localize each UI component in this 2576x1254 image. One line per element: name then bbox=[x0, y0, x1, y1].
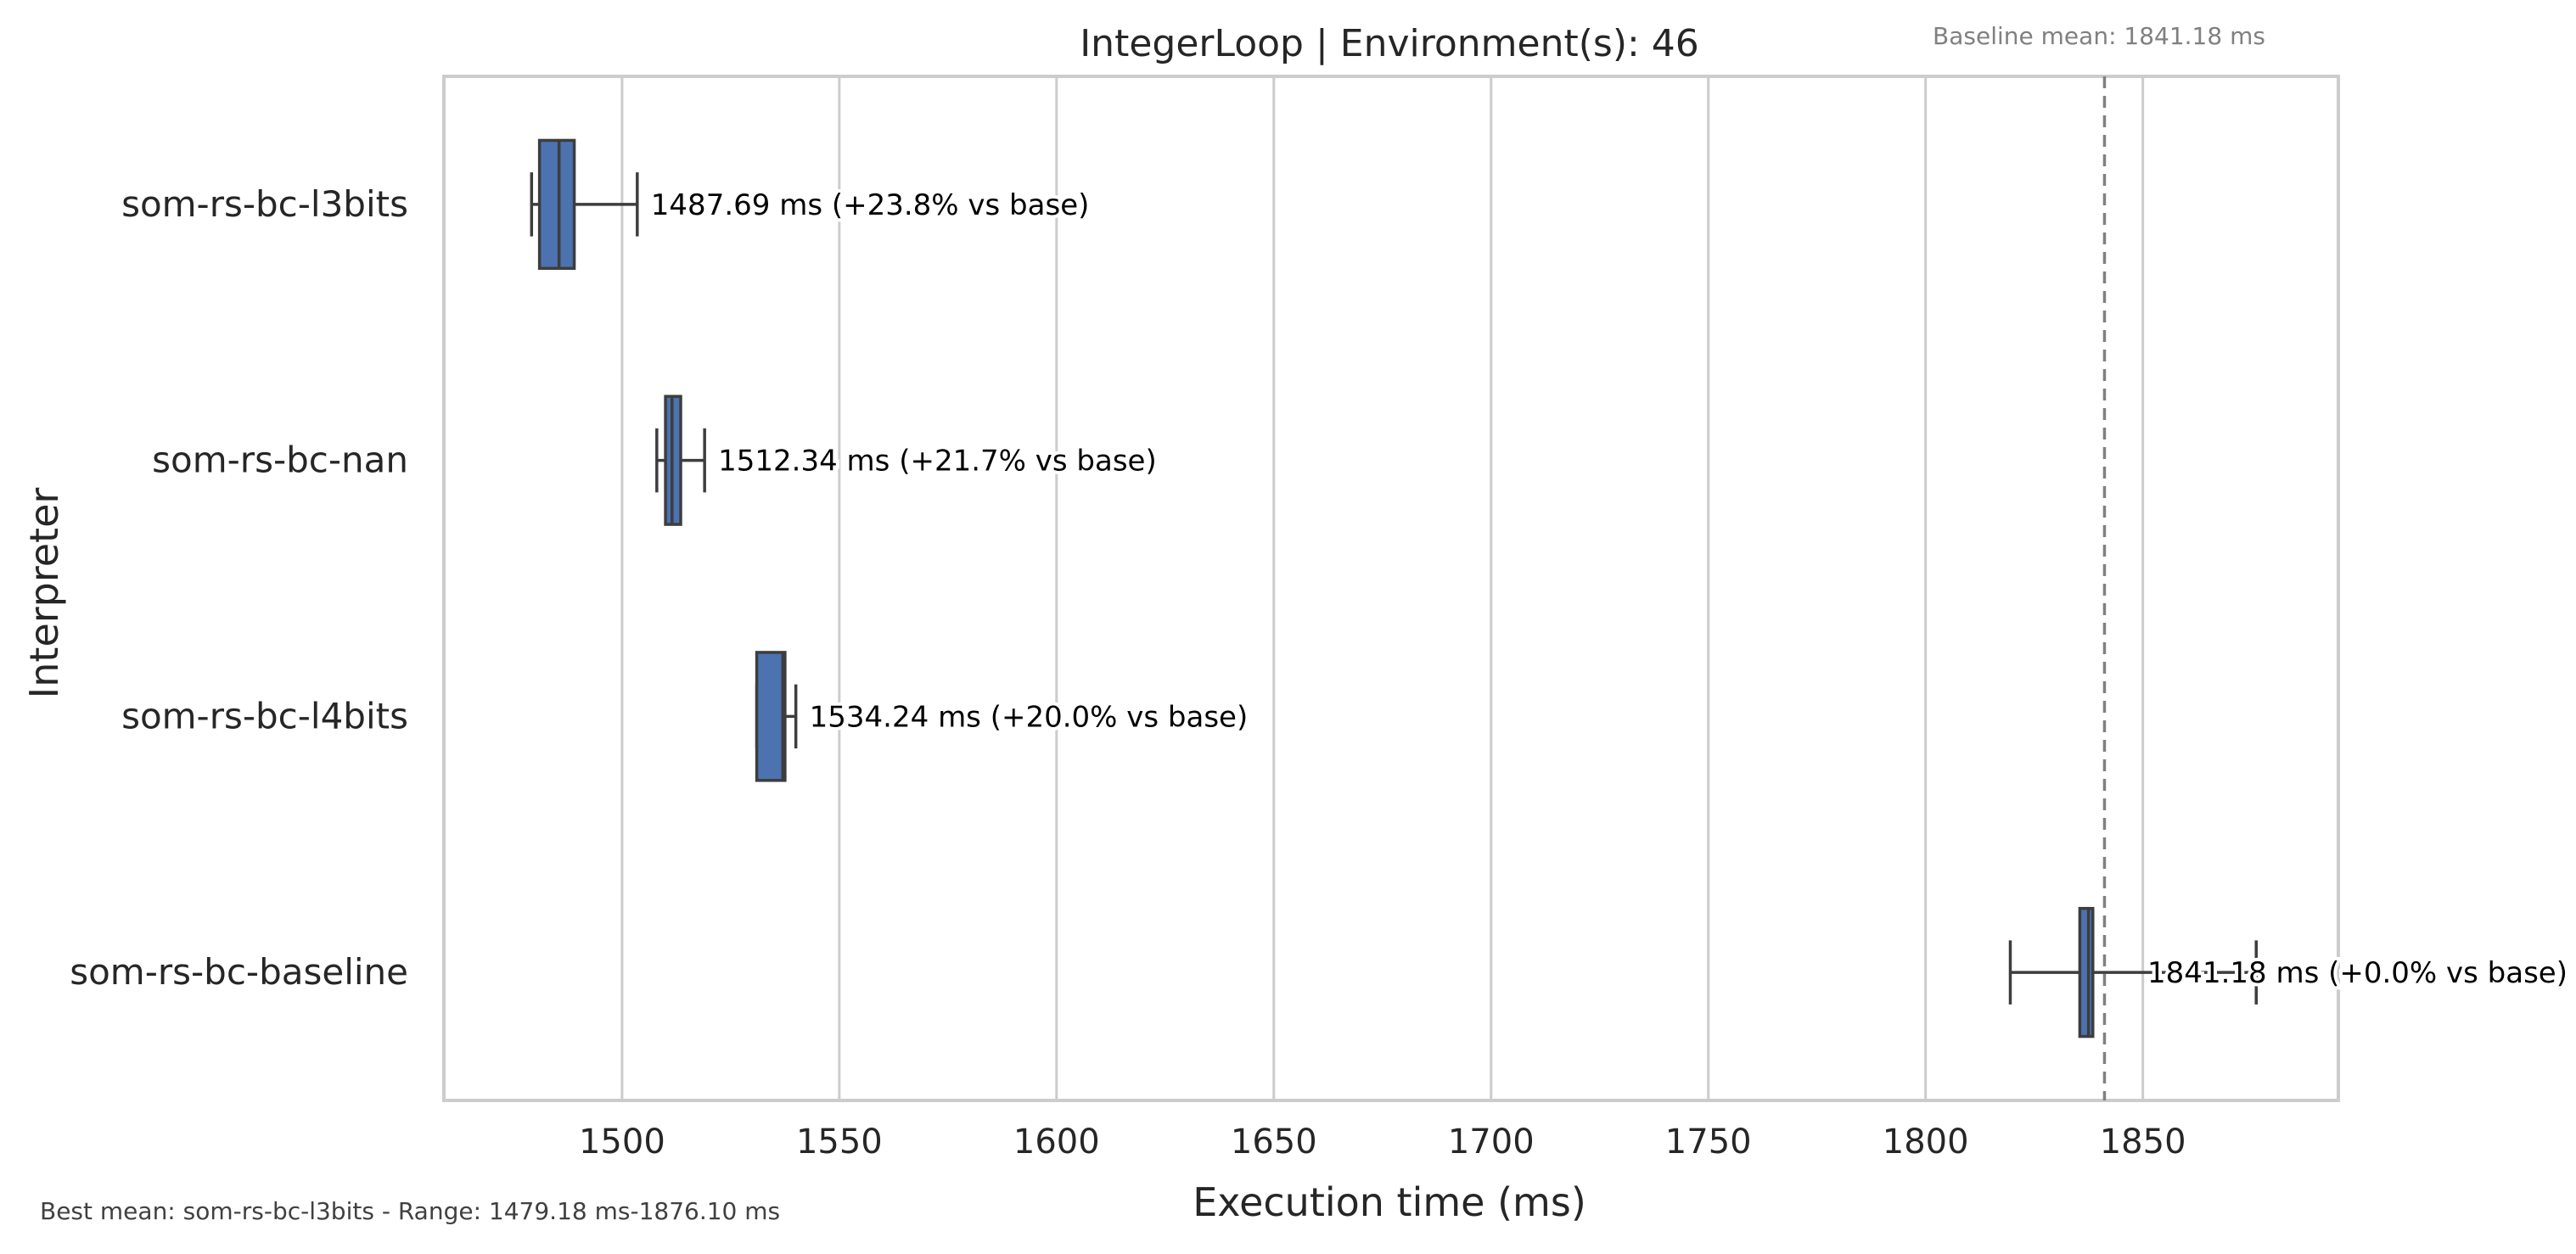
box-iqr bbox=[2078, 906, 2095, 1038]
box-layer bbox=[530, 138, 2258, 1038]
y-tick-label: som-rs-bc-baseline bbox=[70, 951, 408, 993]
mean-label: 1487.69 ms (+23.8% vs base) bbox=[651, 188, 1090, 222]
x-tick-label: 1750 bbox=[1665, 1122, 1752, 1162]
x-axis-label: Execution time (ms) bbox=[1193, 1179, 1586, 1225]
box-som-rs-bc-baseline bbox=[2008, 906, 2258, 1038]
grid bbox=[620, 76, 2145, 1100]
tick-layer: 1500 1550 1600 1650 1700 1750 1800 1850 som-rs-b… bbox=[70, 183, 2186, 1162]
mean-label: 1534.24 ms (+20.0% vs base) bbox=[810, 700, 1249, 734]
x-tick-label: 1700 bbox=[1448, 1122, 1535, 1162]
x-tick-label: 1600 bbox=[1013, 1122, 1100, 1162]
baseline-mean-note: Baseline mean: 1841.18 ms bbox=[1933, 22, 2265, 50]
chart-title: IntegerLoop | Environment(s): 46 bbox=[1080, 22, 1699, 65]
box-iqr bbox=[537, 138, 576, 271]
mean-label: 1841.18 ms (+0.0% vs base) bbox=[2147, 956, 2568, 990]
x-tick-label: 1500 bbox=[579, 1122, 665, 1162]
x-tick-label: 1650 bbox=[1231, 1122, 1317, 1162]
plot-frame bbox=[442, 75, 2340, 1102]
mean-label: 1512.34 ms (+21.7% vs base) bbox=[718, 445, 1157, 479]
box-iqr bbox=[755, 651, 787, 782]
y-axis-label: Interpreter bbox=[21, 488, 67, 699]
box-som-rs-bc-nan bbox=[655, 395, 706, 526]
y-tick-label: som-rs-bc-l3bits bbox=[121, 183, 408, 225]
x-tick-label: 1800 bbox=[1883, 1122, 1969, 1162]
x-tick-label: 1850 bbox=[2100, 1122, 2186, 1162]
x-tick-label: 1550 bbox=[796, 1122, 883, 1162]
y-tick-label: som-rs-bc-l4bits bbox=[121, 695, 408, 736]
box-som-rs-bc-l4bits bbox=[755, 651, 798, 782]
label-layer: 1487.69 ms (+23.8% vs base) 1512.34 ms (+… bbox=[648, 185, 2571, 994]
footer-note: Best mean: som-rs-bc-l3bits - Range: 147… bbox=[40, 1197, 780, 1225]
box-som-rs-bc-l3bits bbox=[530, 138, 639, 271]
y-tick-label: som-rs-bc-nan bbox=[152, 439, 408, 481]
